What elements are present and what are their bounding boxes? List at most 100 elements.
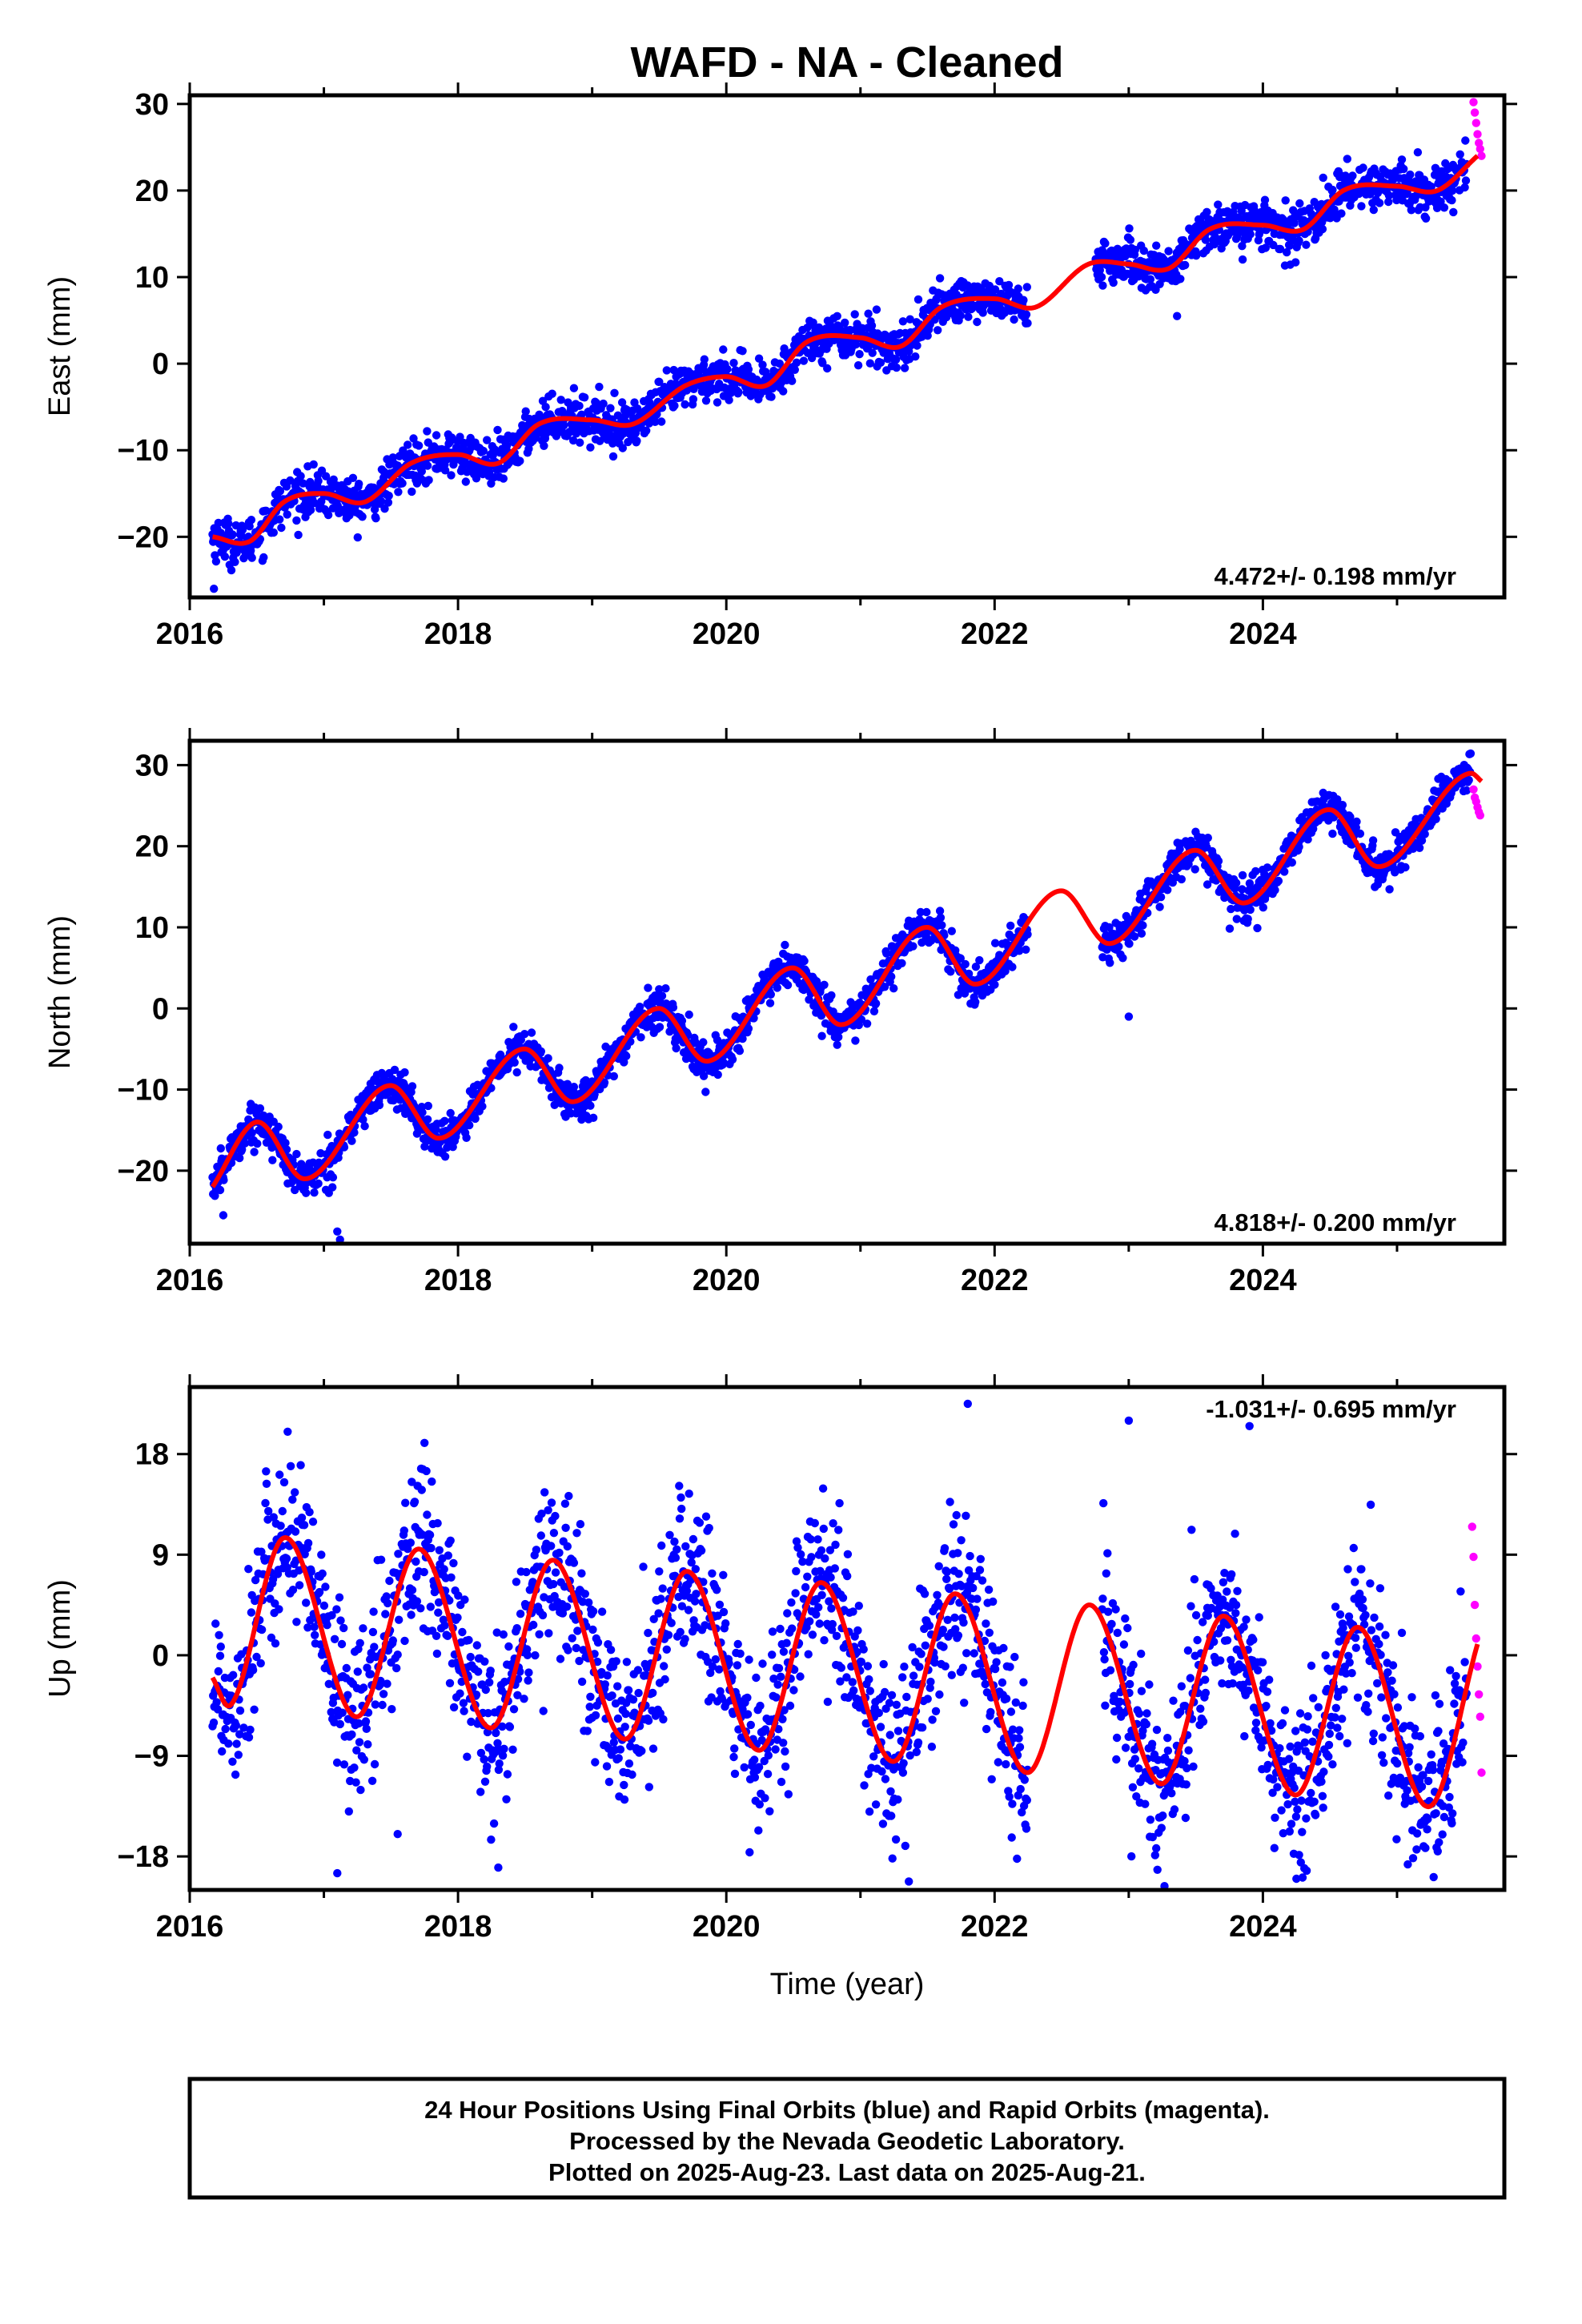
final-orbit-point-656: [593, 1638, 603, 1647]
final-orbit-point-1007: [800, 956, 809, 966]
final-orbit-point-298: [383, 1598, 392, 1608]
final-orbit-point-1065: [834, 1032, 843, 1042]
final-orbit-point-66: [247, 1608, 256, 1617]
final-orbit-point-1355: [1004, 280, 1014, 290]
final-orbit-point-648: [588, 1113, 598, 1123]
final-orbit-point-257: [359, 1683, 368, 1692]
final-orbit-point-404: [445, 1679, 455, 1687]
final-orbit-point-738: [642, 426, 651, 435]
final-orbit-point-1053: [827, 991, 836, 1000]
final-orbit-point-258: [359, 1755, 368, 1764]
y-axis-label: East (mm): [43, 276, 77, 416]
final-orbit-point-1499: [1163, 886, 1172, 895]
final-orbit-point-730: [637, 1747, 646, 1755]
final-orbit-point-307: [388, 1636, 397, 1645]
final-orbit-point-1112: [861, 984, 870, 993]
final-orbit-point-205: [328, 1173, 338, 1182]
final-orbit-point-173: [310, 1188, 319, 1197]
final-orbit-point-797: [677, 1493, 685, 1502]
final-orbit-point-564: [540, 441, 548, 450]
final-orbit-point-187: [318, 1569, 327, 1578]
final-orbit-point-1567: [1203, 880, 1212, 889]
final-orbit-point-640: [584, 1598, 593, 1607]
final-orbit-point-659: [596, 436, 604, 445]
final-orbit-point-912: [744, 365, 753, 374]
final-orbit-point-150: [296, 1461, 305, 1470]
final-orbit-point-300: [384, 491, 393, 501]
final-orbit-point-385: [434, 1598, 444, 1607]
final-orbit-point-810: [684, 1606, 693, 1614]
final-orbit-point-742: [644, 1716, 653, 1725]
rapid-orbit-point-0: [1469, 98, 1478, 107]
final-orbit-point-751: [649, 1614, 658, 1624]
final-orbit-point-1281: [961, 959, 970, 969]
final-orbit-point-346: [412, 1557, 420, 1566]
final-orbit-point-625: [576, 438, 584, 447]
final-orbit-point-1114: [862, 1019, 872, 1028]
final-orbit-point-682: [608, 452, 618, 461]
final-orbit-point-1975: [1436, 197, 1445, 206]
final-orbit-point-1301: [973, 317, 982, 327]
final-orbit-point-1099: [853, 361, 863, 370]
final-orbit-point-14: [216, 529, 225, 537]
final-orbit-point-1711: [1281, 196, 1290, 205]
final-orbit-point-490: [496, 1050, 505, 1059]
final-orbit-point-811: [685, 1010, 693, 1019]
x-tick-label: 2018: [424, 617, 492, 651]
final-orbit-point-815: [687, 1558, 696, 1567]
final-orbit-point-1037: [817, 1031, 826, 1040]
final-orbit-point-761: [655, 1023, 665, 1031]
final-orbit-point-252: [356, 1785, 365, 1795]
final-orbit-point-485: [493, 425, 502, 435]
final-orbit-point-174: [311, 1630, 319, 1640]
final-orbit-point-479: [489, 1819, 499, 1828]
final-orbit-point-11: [215, 1630, 223, 1640]
final-orbit-point-315: [393, 1651, 402, 1659]
final-orbit-point-519: [513, 1691, 522, 1699]
final-orbit-point-197: [323, 510, 333, 520]
final-orbit-point-195: [323, 1621, 331, 1630]
final-orbit-point-531: [520, 1030, 529, 1039]
final-orbit-point-600: [560, 1499, 570, 1508]
final-orbit-point-590: [555, 1548, 564, 1558]
final-orbit-point-159: [302, 1188, 311, 1197]
final-orbit-point-764: [657, 1541, 666, 1550]
final-orbit-point-869: [719, 345, 728, 354]
final-orbit-point-1827: [1355, 829, 1365, 838]
velocity-rate-label: 4.472+/- 0.198 mm/yr: [1215, 562, 1456, 590]
final-orbit-point-786: [670, 401, 679, 410]
final-orbit-point-524: [516, 1610, 525, 1618]
final-orbit-point-836: [699, 1072, 709, 1080]
final-orbit-point-206: [329, 475, 338, 484]
final-orbit-point-228: [342, 1663, 351, 1673]
final-orbit-outlier-1: [335, 1235, 344, 1244]
final-orbit-point-759: [654, 1609, 663, 1618]
final-orbit-point-567: [541, 403, 550, 412]
final-orbit-point-1380: [1019, 296, 1028, 304]
final-orbit-point-223: [339, 1623, 348, 1633]
final-orbit-point-1215: [922, 907, 931, 917]
final-orbit-point-452: [474, 1667, 483, 1676]
final-orbit-point-523: [516, 456, 524, 465]
final-orbit-point-1385: [1022, 310, 1031, 319]
chart-title: WAFD - NA - Cleaned: [630, 38, 1063, 86]
final-orbit-point-310: [390, 1065, 400, 1075]
final-orbit-point-1969: [1432, 203, 1442, 212]
final-orbit-point-217: [335, 1719, 344, 1729]
final-orbit-point-82: [256, 1659, 265, 1668]
final-orbit-point-428: [460, 1707, 468, 1715]
final-orbit-point-1702: [1275, 244, 1285, 254]
final-orbit-point-180: [314, 476, 323, 485]
final-orbit-point-760: [655, 1567, 664, 1576]
final-orbit-point-1523: [1177, 875, 1186, 884]
final-orbit-point-163: [303, 1538, 313, 1548]
final-orbit-point-1187: [905, 315, 914, 324]
final-orbit-point-949: [765, 999, 775, 1007]
final-orbit-point-1095: [852, 340, 861, 349]
plot-frame: [187, 93, 1507, 600]
y-tick-label: 10: [135, 911, 169, 945]
final-orbit-point-887: [729, 359, 738, 368]
final-orbit-point-1698: [1280, 867, 1289, 876]
final-orbit-point-885: [728, 1055, 737, 1064]
x-tick-label: 2022: [961, 1264, 1029, 1297]
